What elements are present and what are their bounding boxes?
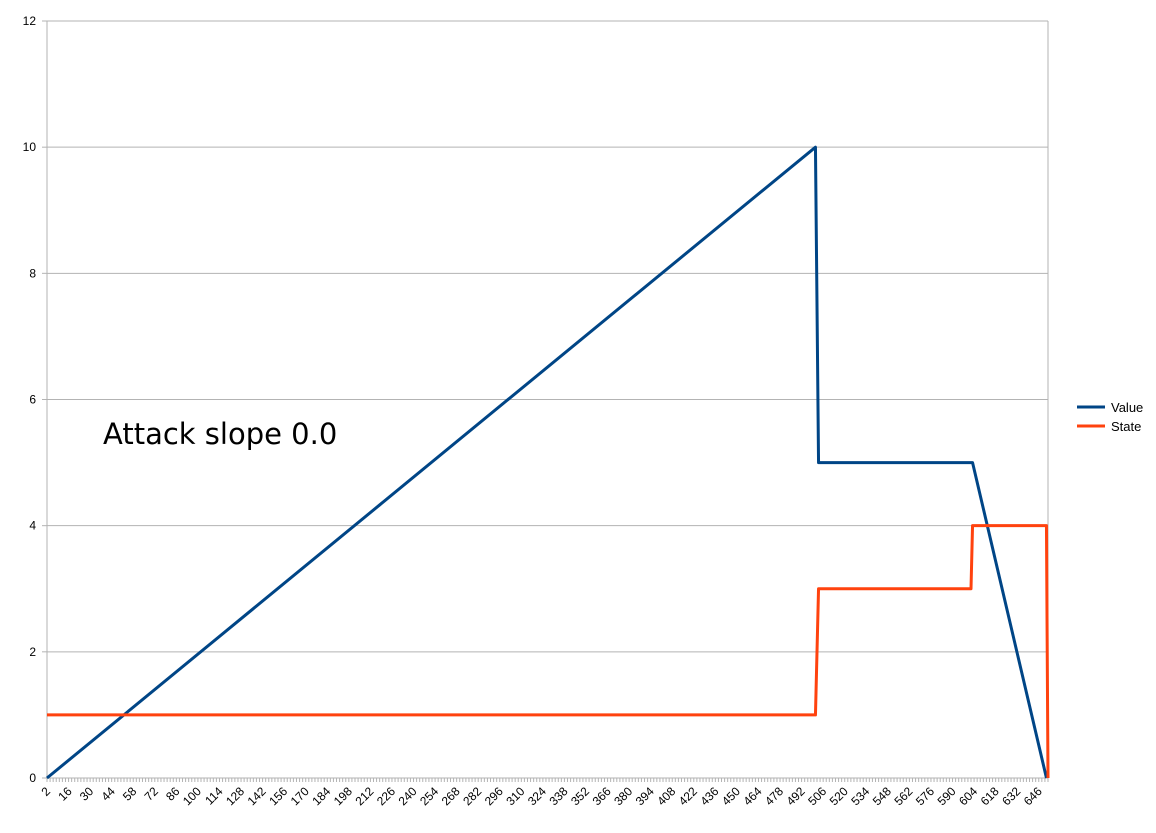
y-tick-label: 8 bbox=[29, 266, 36, 280]
x-tick-label: 520 bbox=[827, 784, 851, 808]
y-tick-label: 6 bbox=[29, 393, 36, 407]
x-tick-label: 422 bbox=[676, 784, 700, 808]
series-line-value bbox=[46, 145, 1048, 780]
x-tick-label: 380 bbox=[611, 784, 635, 808]
y-tick-label: 10 bbox=[23, 140, 37, 154]
x-tick-label: 604 bbox=[956, 784, 980, 808]
x-tick-label: 2 bbox=[38, 784, 53, 799]
x-tick-label: 30 bbox=[77, 784, 97, 804]
series-line-state bbox=[47, 524, 1050, 779]
x-tick-label: 324 bbox=[525, 784, 549, 808]
legend-label-state: State bbox=[1111, 419, 1141, 434]
x-tick-label: 58 bbox=[120, 784, 140, 804]
x-tick-label: 450 bbox=[719, 784, 743, 808]
x-tick-label: 534 bbox=[848, 784, 872, 808]
x-tick-label: 492 bbox=[784, 784, 808, 808]
x-tick-label: 506 bbox=[805, 784, 829, 808]
x-tick-label: 170 bbox=[288, 784, 312, 808]
x-tick-label: 310 bbox=[503, 784, 527, 808]
y-tick-label: 0 bbox=[29, 771, 36, 785]
x-tick-label: 212 bbox=[352, 784, 376, 808]
x-tick-label: 394 bbox=[633, 784, 657, 808]
legend-label-value: Value bbox=[1111, 400, 1143, 415]
y-tick-label: 4 bbox=[29, 519, 36, 533]
x-tick-label: 114 bbox=[202, 784, 226, 808]
x-tick-label: 464 bbox=[741, 784, 765, 808]
x-tick-label: 240 bbox=[396, 784, 420, 808]
x-tick-label: 562 bbox=[891, 784, 915, 808]
x-tick-label: 86 bbox=[163, 784, 183, 804]
x-tick-label: 226 bbox=[374, 784, 398, 808]
x-tick-label: 184 bbox=[309, 784, 333, 808]
x-tick-label: 198 bbox=[331, 784, 355, 808]
x-tick-label: 16 bbox=[55, 784, 75, 804]
x-tick-label: 478 bbox=[762, 784, 786, 808]
y-axis: 0 2 4 6 8 10 12 bbox=[23, 14, 47, 785]
x-tick-label: 632 bbox=[999, 784, 1023, 808]
x-tick-label: 268 bbox=[439, 784, 463, 808]
x-tick-label: 590 bbox=[935, 784, 959, 808]
x-tick-label: 408 bbox=[654, 784, 678, 808]
x-tick-label: 72 bbox=[142, 784, 162, 804]
x-axis: 2 16 30 44 58 72 86100114128142156170184198212… bbox=[38, 778, 1049, 808]
x-tick-label: 576 bbox=[913, 784, 937, 808]
x-tick-label: 44 bbox=[98, 784, 118, 804]
x-tick-label: 646 bbox=[1021, 784, 1045, 808]
x-tick-label: 128 bbox=[223, 784, 247, 808]
x-tick-label: 366 bbox=[590, 784, 614, 808]
x-tick-label: 100 bbox=[180, 784, 204, 808]
x-tick-label: 296 bbox=[482, 784, 506, 808]
x-tick-label: 282 bbox=[460, 784, 484, 808]
legend: Value State bbox=[1077, 400, 1143, 434]
grid-lines bbox=[46, 20, 1049, 779]
x-tick-label: 352 bbox=[568, 784, 592, 808]
x-tick-label: 254 bbox=[417, 784, 441, 808]
y-tick-label: 12 bbox=[23, 14, 37, 28]
x-tick-label: 142 bbox=[245, 784, 269, 808]
x-tick-label: 436 bbox=[697, 784, 721, 808]
chart-annotation: Attack slope 0.0 bbox=[103, 417, 337, 451]
x-tick-label: 548 bbox=[870, 784, 894, 808]
plot-area bbox=[46, 145, 1050, 780]
x-tick-label: 618 bbox=[978, 784, 1002, 808]
y-tick-label: 2 bbox=[29, 645, 36, 659]
x-tick-label: 338 bbox=[546, 784, 570, 808]
x-tick-label: 156 bbox=[266, 784, 290, 808]
